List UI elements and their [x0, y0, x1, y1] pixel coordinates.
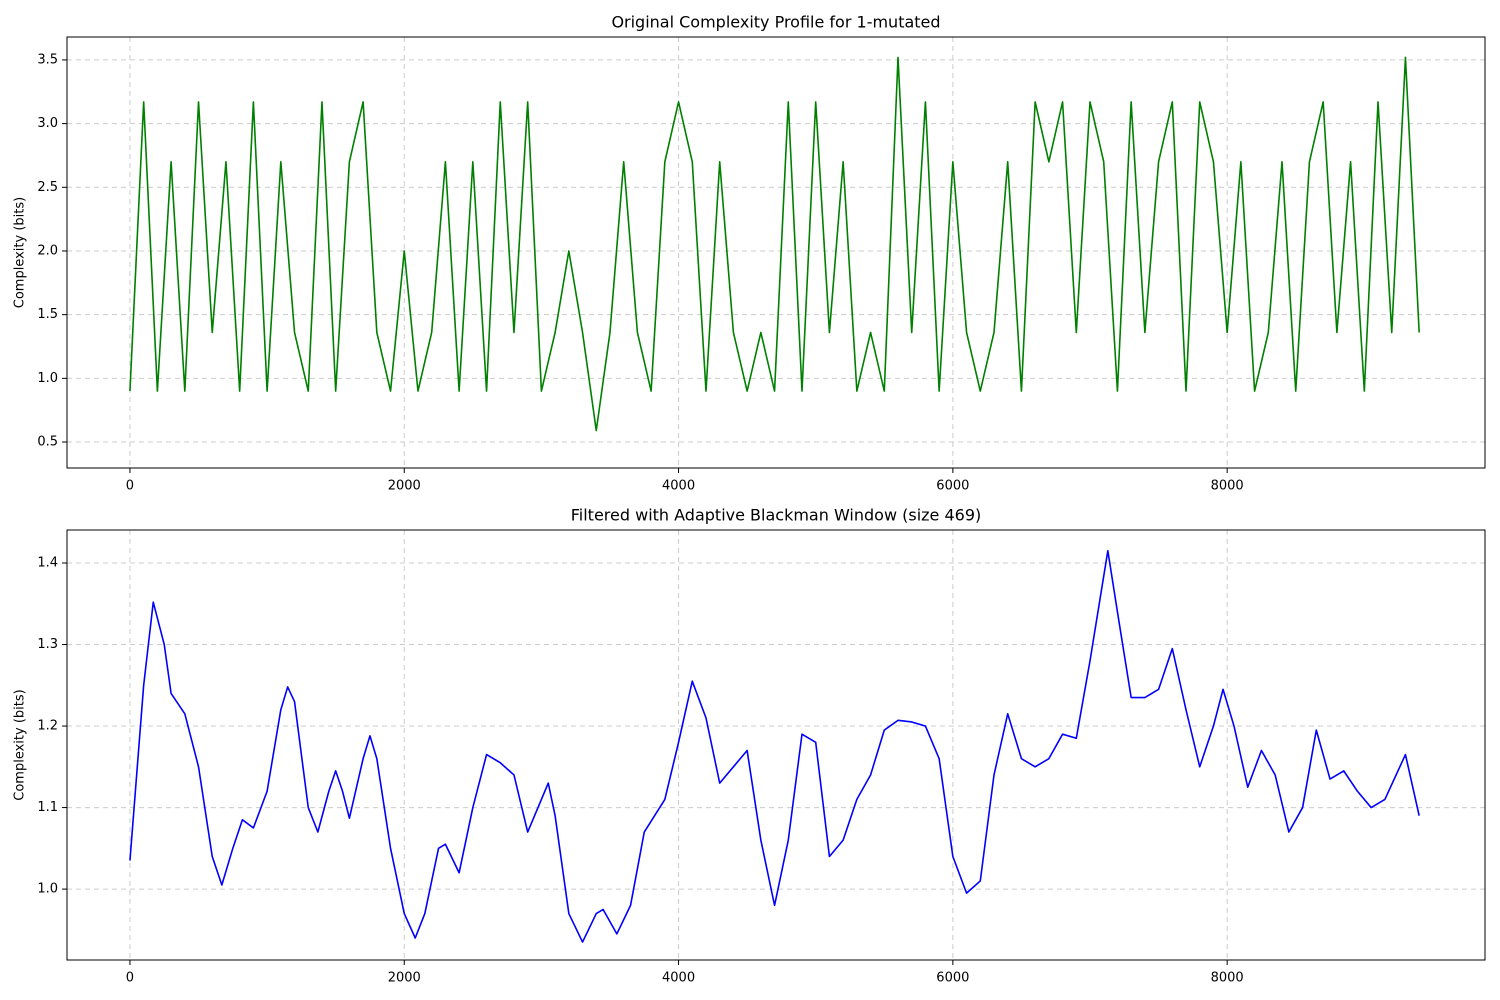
- plot-frame: [66, 529, 1486, 961]
- y-axis-label: Complexity (bits): [13, 689, 28, 800]
- chart-title: Original Complexity Profile for 1-mutate…: [611, 13, 940, 32]
- x-tick-label: 0: [126, 971, 134, 986]
- data-line: [129, 549, 1420, 943]
- y-tick-label: 1.4: [37, 556, 58, 571]
- x-tick-label: 2000: [388, 971, 421, 986]
- y-tick-label: 1.0: [37, 371, 58, 386]
- y-tick-label: 1.5: [37, 307, 58, 322]
- x-tick-label: 8000: [1211, 479, 1244, 494]
- plot-frame: [66, 36, 1486, 469]
- y-tick-label: 3.5: [37, 52, 58, 67]
- x-tick-label: 4000: [662, 479, 695, 494]
- y-tick-label: 1.2: [37, 719, 58, 734]
- x-tick-label: 6000: [936, 971, 969, 986]
- y-tick-label: 2.0: [37, 243, 58, 258]
- x-tick-label: 2000: [388, 479, 421, 494]
- y-tick-label: 0.5: [37, 435, 58, 450]
- y-axis-label: Complexity (bits): [13, 197, 28, 308]
- x-tick-label: 8000: [1211, 971, 1244, 986]
- data-line: [129, 56, 1420, 432]
- y-tick-label: 1.1: [37, 800, 58, 815]
- x-tick-label: 4000: [662, 971, 695, 986]
- x-tick-label: 6000: [936, 479, 969, 494]
- y-tick-label: 3.0: [37, 116, 58, 131]
- x-tick-label: 0: [126, 479, 134, 494]
- y-tick-label: 2.5: [37, 180, 58, 195]
- y-tick-label: 1.3: [37, 637, 58, 652]
- chart-title: Filtered with Adaptive Blackman Window (…: [571, 506, 982, 525]
- y-tick-label: 1.0: [37, 882, 58, 897]
